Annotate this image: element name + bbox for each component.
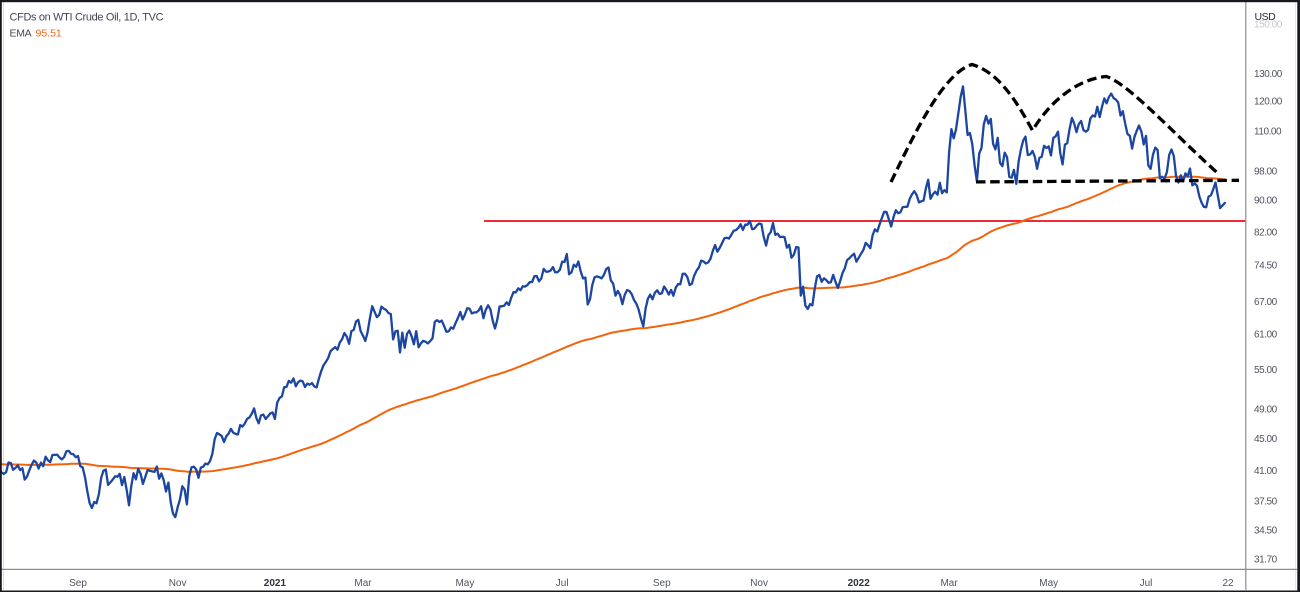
svg-text:67.00: 67.00 <box>1254 297 1278 308</box>
svg-text:61.00: 61.00 <box>1254 329 1278 340</box>
svg-text:EMA: EMA <box>10 27 32 39</box>
svg-text:82.00: 82.00 <box>1254 228 1278 239</box>
svg-text:Jul: Jul <box>1140 578 1153 589</box>
svg-text:2022: 2022 <box>848 578 871 589</box>
svg-text:May: May <box>1039 578 1058 589</box>
svg-text:49.00: 49.00 <box>1254 405 1278 416</box>
svg-text:2021: 2021 <box>264 578 287 589</box>
svg-text:CFDs on WTI Crude Oil, 1D, TVC: CFDs on WTI Crude Oil, 1D, TVC <box>10 12 164 24</box>
svg-text:45.00: 45.00 <box>1254 434 1278 445</box>
svg-text:Mar: Mar <box>354 578 372 589</box>
svg-text:37.50: 37.50 <box>1254 497 1278 508</box>
svg-text:90.00: 90.00 <box>1254 196 1278 207</box>
svg-text:May: May <box>455 578 474 589</box>
svg-text:95.51: 95.51 <box>36 27 62 39</box>
svg-text:Sep: Sep <box>69 578 87 589</box>
svg-text:98.00: 98.00 <box>1254 166 1278 177</box>
svg-text:34.50: 34.50 <box>1254 525 1278 536</box>
svg-text:55.00: 55.00 <box>1254 365 1278 376</box>
svg-text:USD: USD <box>1255 11 1277 23</box>
svg-text:41.00: 41.00 <box>1254 466 1278 477</box>
svg-text:130.00: 130.00 <box>1254 69 1283 80</box>
svg-text:31.70: 31.70 <box>1254 555 1278 566</box>
svg-text:Jul: Jul <box>556 578 569 589</box>
svg-text:Nov: Nov <box>750 578 768 589</box>
svg-text:Sep: Sep <box>653 578 671 589</box>
svg-text:74.50: 74.50 <box>1254 261 1278 272</box>
svg-text:150.00: 150.00 <box>1254 20 1283 31</box>
svg-text:Mar: Mar <box>940 578 958 589</box>
svg-text:22: 22 <box>1222 578 1234 589</box>
svg-text:110.00: 110.00 <box>1254 127 1282 138</box>
svg-text:120.00: 120.00 <box>1254 97 1283 108</box>
svg-text:Nov: Nov <box>169 578 187 589</box>
